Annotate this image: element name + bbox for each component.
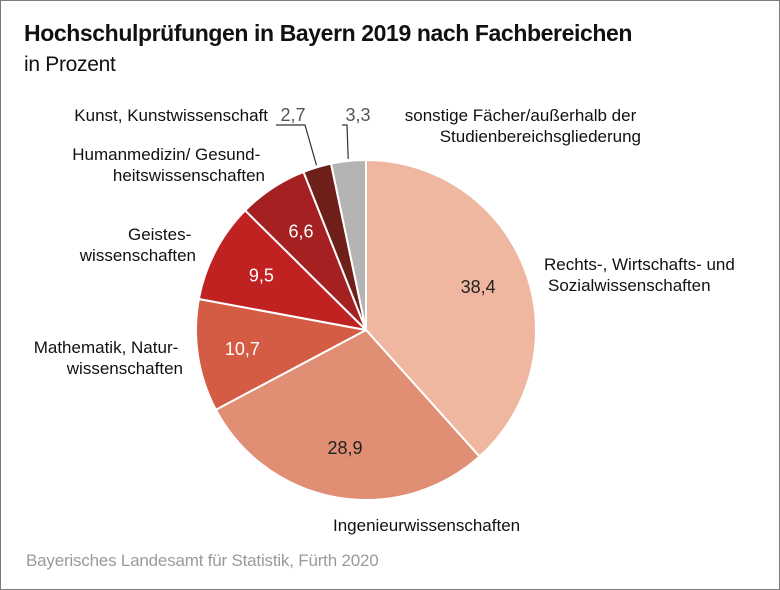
value-label-ingenieur: 28,9 <box>327 438 362 458</box>
category-label-kunst: Kunst, Kunstwissenschaft <box>74 106 268 125</box>
category-label-sonstige: sonstige Fächer/außerhalb der Studienber… <box>405 106 641 146</box>
value-labels: 38,4 28,9 10,7 9,5 6,6 2,7 3,3 <box>225 105 496 458</box>
value-label-rechts: 38,4 <box>461 277 496 297</box>
value-label-kunst: 2,7 <box>280 105 305 125</box>
pie-slice-sonstige <box>330 159 367 331</box>
pie-slice-geistes <box>197 209 367 331</box>
value-label-geistes: 9,5 <box>249 265 274 285</box>
pie-slice-mathematik <box>195 297 367 411</box>
category-label-mathematik: Mathematik, Natur- wissenschaften <box>34 338 183 378</box>
chart-title: Hochschulprüfungen in Bayern 2019 nach F… <box>24 20 633 46</box>
value-label-mathematik: 10,7 <box>225 339 260 359</box>
pie-slice-rechts <box>365 159 537 458</box>
pie-slices <box>195 159 537 501</box>
leader-line-sonstige <box>342 124 349 159</box>
value-label-humanmedizin: 6,6 <box>288 222 313 242</box>
value-label-sonstige: 3,3 <box>345 105 370 125</box>
category-labels: Rechts-, Wirtschafts- und Sozialwissensc… <box>34 106 740 535</box>
leader-lines <box>276 124 349 166</box>
pie-slice-ingenieur <box>214 329 481 501</box>
category-label-rechts: Rechts-, Wirtschafts- und Sozialwissensc… <box>544 255 740 295</box>
chart-subtitle: in Prozent <box>24 53 116 76</box>
category-label-humanmedizin: Humanmedizin/ Gesund- heitswissenschafte… <box>72 145 265 185</box>
category-label-geistes: Geistes- wissenschaften <box>79 225 196 265</box>
category-label-ingenieur: Ingenieurwissenschaften <box>333 516 520 535</box>
source-note: Bayerisches Landesamt für Statistik, Für… <box>26 551 379 570</box>
leader-line-kunst <box>276 124 318 166</box>
